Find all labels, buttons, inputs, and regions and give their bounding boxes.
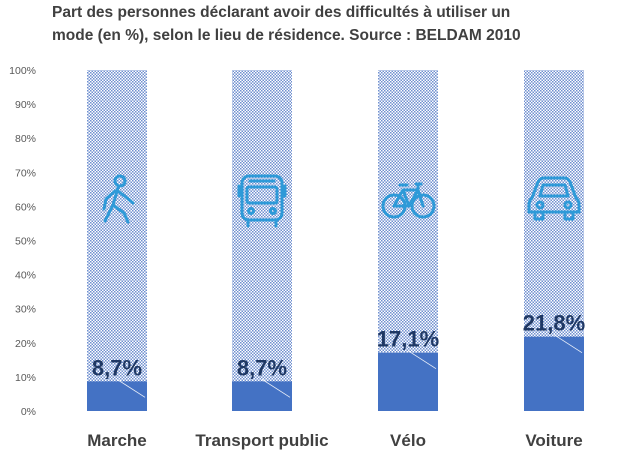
category-label: Marche [87,431,147,450]
category-label: Transport public [195,431,328,450]
bar-group: 8,7% Marche [87,70,147,450]
bar-group: 21,8% Voiture [523,70,585,450]
car-icon [527,176,581,221]
bus-icon [237,174,287,228]
bar-group: 17,1% Vélo [377,70,439,450]
y-tick-label: 70% [15,167,36,179]
y-tick-label: 30% [15,304,36,316]
y-tick-label: 10% [15,372,36,384]
bar [232,381,292,411]
bar-group: 8,7% Transport public [195,70,329,450]
bicycle-icon [381,182,436,219]
y-tick-label: 80% [15,133,36,145]
chart-title-line-1: Part des personnes déclarant avoir des d… [52,4,511,21]
category-label: Voiture [525,431,582,450]
leader-line [116,378,146,398]
y-tick-label: 100% [9,65,36,77]
walking-person-icon [102,174,135,224]
y-tick-label: 60% [15,201,36,213]
bars: 8,7% Marche 8,7% Transport public 17,1% Vélo 2… [87,70,585,450]
data-label: 8,7% [92,355,142,380]
y-tick-label: 50% [15,236,36,248]
leader-line [407,350,437,370]
data-label: 17,1% [377,327,439,352]
bar [524,336,584,411]
bar [87,381,147,411]
data-label: 8,7% [237,355,287,380]
y-axis: 0% 10% 20% 30% 40% 50% 60% 70% 80% 90% 100% [9,65,36,418]
y-tick-label: 0% [21,406,36,418]
chart-title-line-2: mode (en %), selon le lieu de résidence.… [52,27,521,44]
leader-line [261,378,291,398]
leader-line [553,334,583,353]
bar [378,352,438,411]
category-label: Vélo [390,431,426,450]
bar-background-column [232,70,292,411]
y-tick-label: 40% [15,270,36,282]
y-tick-label: 90% [15,99,36,111]
y-tick-label: 20% [15,338,36,350]
data-label: 21,8% [523,311,585,336]
bar-background-column [87,70,147,411]
